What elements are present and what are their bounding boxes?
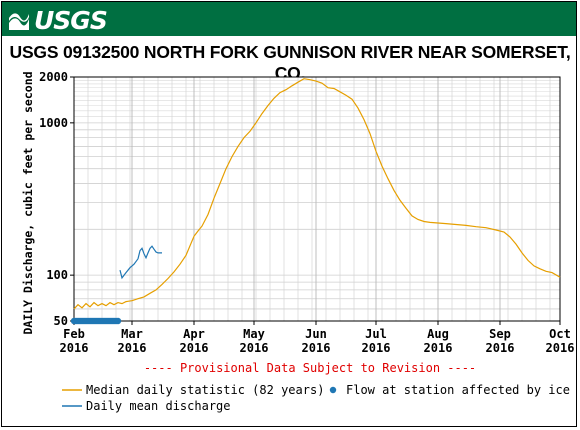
x-tick-year-label: 2016 [118, 341, 147, 355]
usgs-wave-icon [9, 13, 29, 30]
y-tick-label: 2000 [39, 70, 68, 84]
x-tick-year-label: 2016 [302, 341, 331, 355]
y-axis-label: DAILY Discharge, cubic feet per second [21, 71, 35, 334]
x-tick-year-label: 2016 [424, 341, 453, 355]
median-statistic-line [73, 78, 561, 310]
x-tick-month-label: May [243, 327, 265, 341]
x-tick-month-label: Mar [121, 327, 143, 341]
x-tick-month-label: Aug [427, 327, 449, 341]
x-tick-year-label: 2016 [546, 341, 575, 355]
ice-flow-point [114, 317, 122, 325]
legend-label: Median daily statistic (82 years) [86, 383, 324, 397]
x-tick-year-label: 2016 [180, 341, 209, 355]
plot-area [74, 77, 560, 321]
x-tick-year-label: 2016 [60, 341, 89, 355]
daily-mean-line [119, 245, 162, 280]
y-tick-label: 50 [54, 314, 68, 328]
x-tick-month-label: Feb [63, 327, 85, 341]
x-tick-month-label: Apr [183, 327, 205, 341]
x-tick-year-label: 2016 [362, 341, 391, 355]
plot-border [73, 76, 561, 322]
legend-label: Flow at station affected by ice [346, 383, 570, 397]
legend-swatch-dot [329, 386, 337, 394]
x-tick-year-label: 2016 [486, 341, 515, 355]
provisional-annotation: ---- Provisional Data Subject to Revisio… [144, 361, 476, 375]
legend-label: Daily mean discharge [86, 399, 231, 413]
y-tick-label: 1000 [39, 116, 68, 130]
usgs-logo[interactable]: USGS [8, 5, 108, 35]
x-tick-month-label: Jun [305, 327, 327, 341]
usgs-banner: USGS [2, 2, 576, 36]
usgs-logo-text: USGS [34, 5, 108, 35]
x-tick-month-label: Sep [489, 327, 511, 341]
x-tick-year-label: 2016 [240, 341, 269, 355]
x-tick-month-label: Oct [549, 327, 571, 341]
y-tick-label: 100 [46, 268, 68, 282]
x-tick-month-label: Jul [365, 327, 387, 341]
